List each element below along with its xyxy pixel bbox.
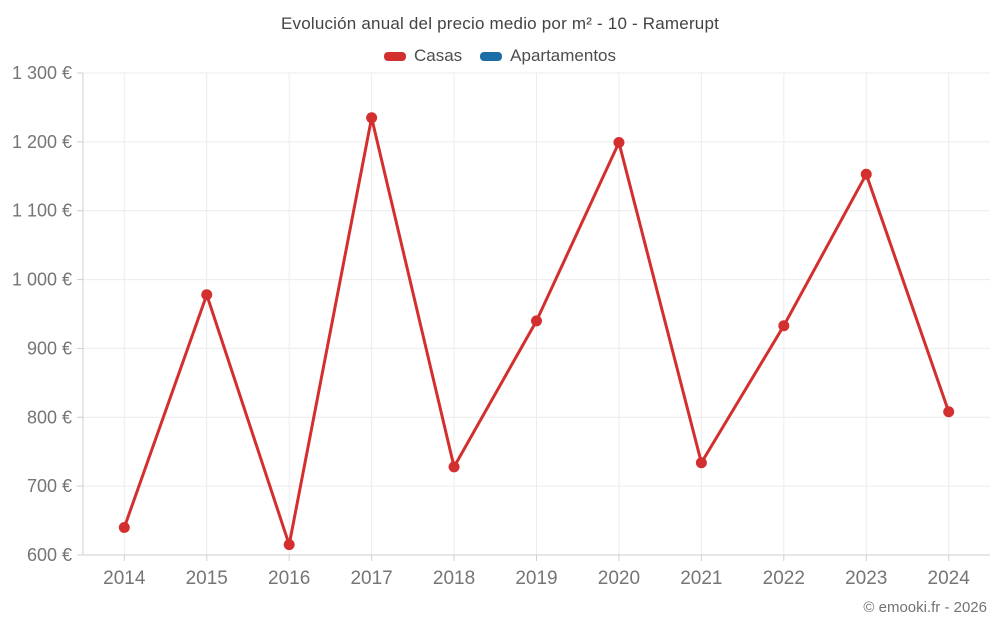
- y-axis-label: 1 200 €: [12, 132, 72, 152]
- data-point-casas-2015[interactable]: [201, 289, 213, 301]
- data-point-casas-2024[interactable]: [943, 406, 955, 418]
- y-axis-label: 1 300 €: [12, 63, 72, 83]
- x-axis-label: 2018: [433, 568, 475, 589]
- x-axis-label: 2021: [680, 568, 722, 589]
- data-point-casas-2020[interactable]: [613, 137, 625, 149]
- data-point-casas-2022[interactable]: [778, 320, 790, 332]
- data-point-casas-2017[interactable]: [366, 112, 378, 124]
- x-axis-label: 2019: [515, 568, 557, 589]
- x-axis-label: 2016: [268, 568, 310, 589]
- x-axis-label: 2017: [350, 568, 392, 589]
- legend-swatch-apartamentos: [480, 51, 503, 61]
- x-axis-label: 2024: [928, 568, 971, 589]
- y-axis-label: 600 €: [27, 545, 72, 565]
- legend-label-casas: Casas: [413, 46, 463, 65]
- legend-item-casas[interactable]: Casas: [383, 46, 463, 66]
- data-point-casas-2014[interactable]: [118, 521, 130, 533]
- data-point-casas-2023[interactable]: [860, 168, 872, 180]
- y-axis-label: 1 100 €: [12, 201, 72, 221]
- x-axis-label: 2022: [763, 568, 805, 589]
- x-axis-label: 2023: [845, 568, 887, 589]
- legend-item-apartamentos[interactable]: Apartamentos: [480, 46, 616, 66]
- data-point-casas-2016[interactable]: [283, 539, 295, 551]
- x-axis-label: 2014: [103, 568, 146, 589]
- y-axis-label: 800 €: [27, 407, 72, 427]
- y-axis-label: 700 €: [27, 476, 72, 496]
- y-axis-label: 1 000 €: [12, 270, 72, 290]
- copyright-credit: © emooki.fr - 2026: [863, 599, 987, 616]
- data-point-casas-2021[interactable]: [695, 457, 707, 469]
- legend-label-apartamentos: Apartamentos: [510, 46, 617, 65]
- data-point-casas-2018[interactable]: [448, 461, 460, 473]
- x-axis-label: 2020: [598, 568, 640, 589]
- y-axis-label: 900 €: [27, 338, 72, 358]
- chart-legend: Casas Apartamentos: [0, 45, 1000, 67]
- legend-swatch-casas: [383, 51, 406, 61]
- x-axis-label: 2015: [186, 568, 228, 589]
- data-point-casas-2019[interactable]: [531, 315, 542, 327]
- chart-title: Evolución anual del precio medio por m² …: [280, 14, 720, 33]
